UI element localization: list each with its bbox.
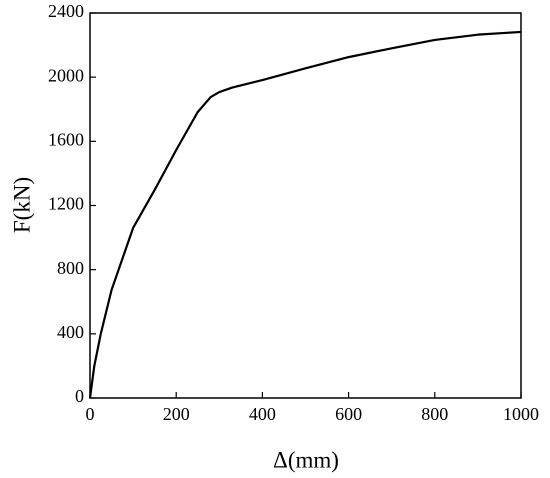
x-tick-label: 0 bbox=[86, 404, 95, 424]
y-tick-label: 1600 bbox=[48, 129, 84, 149]
line bbox=[88, 30, 522, 399]
x-tick-label: 600 bbox=[335, 404, 362, 424]
y-axis-title: F(kN) bbox=[9, 177, 34, 233]
x-tick-label: 200 bbox=[163, 404, 190, 424]
y-tick-label: 400 bbox=[57, 322, 84, 342]
x-axis-title: Δ(mm) bbox=[273, 447, 339, 472]
x-tick-label: 1000 bbox=[503, 404, 539, 424]
y-tick-label: 0 bbox=[75, 386, 84, 406]
y-tick-label: 800 bbox=[57, 258, 84, 278]
plot-frame bbox=[89, 12, 522, 399]
x-tick-label: 800 bbox=[421, 404, 448, 424]
y-tick-label: 1200 bbox=[48, 194, 84, 214]
x-tick-label: 400 bbox=[249, 404, 276, 424]
y-tick-label: 2400 bbox=[48, 1, 84, 21]
y-tick-label: 2000 bbox=[48, 65, 84, 85]
